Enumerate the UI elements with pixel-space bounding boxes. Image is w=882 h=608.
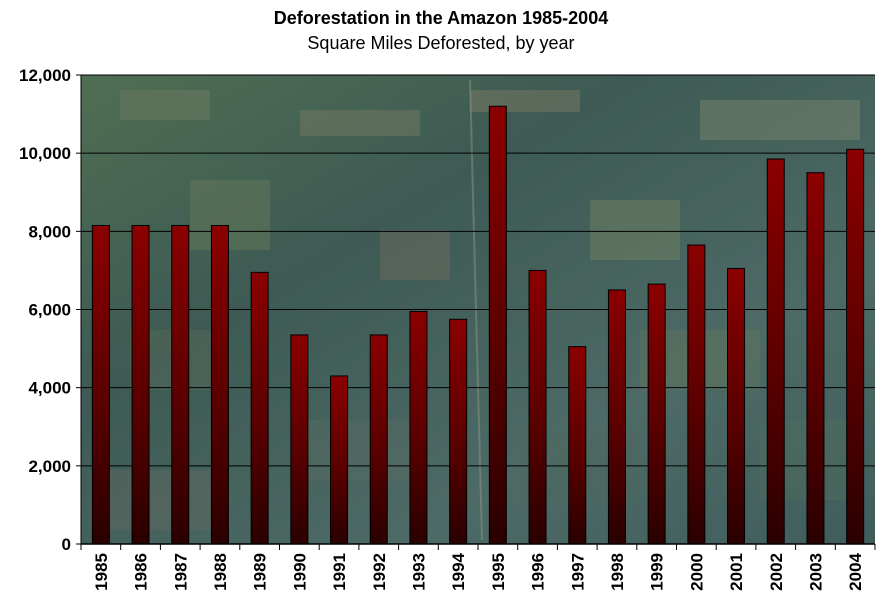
x-tick-label: 1993: [409, 553, 428, 591]
x-tick-label: 1987: [171, 553, 190, 591]
x-tick-label: 1997: [568, 553, 587, 591]
bar-1996: [528, 269, 547, 545]
bar-1990: [290, 334, 309, 545]
x-tick-label: 1996: [529, 553, 548, 591]
bar-1986: [131, 224, 150, 545]
x-tick-label: 1992: [370, 553, 389, 591]
x-tick-label: 2001: [727, 553, 746, 591]
y-tick-label: 6,000: [28, 301, 71, 320]
bar-2001: [727, 267, 746, 545]
bar-2003: [806, 172, 825, 545]
y-tick-label: 0: [62, 535, 71, 554]
y-tick-label: 2,000: [28, 457, 71, 476]
chart-title: Deforestation in the Amazon 1985-2004: [273, 8, 609, 28]
bar-1995: [488, 105, 507, 545]
bar-2000: [687, 244, 706, 545]
x-tick-label: 1986: [132, 553, 151, 591]
x-tick-label: 1998: [608, 553, 627, 591]
x-tick-label: 1988: [211, 553, 230, 591]
x-tick-label: 1990: [290, 553, 309, 591]
x-tick-label: 1989: [251, 553, 270, 591]
x-tick-label: 2004: [846, 552, 865, 590]
bar-2004: [846, 148, 865, 545]
bar-1989: [250, 271, 269, 545]
x-tick-label: 1999: [648, 553, 667, 591]
x-tick-label: 2003: [806, 553, 825, 591]
bar-1988: [210, 224, 229, 545]
y-tick-label: 8,000: [28, 222, 71, 241]
bar-1987: [171, 224, 190, 545]
x-tick-label: 1985: [92, 553, 111, 591]
bar-1993: [409, 310, 428, 545]
bar-1999: [647, 283, 666, 545]
bar-1992: [369, 334, 388, 545]
bar-1991: [330, 375, 349, 545]
x-tick-label: 1994: [449, 552, 468, 590]
y-tick-label: 12,000: [19, 66, 71, 85]
x-tick-label: 2002: [767, 553, 786, 591]
x-tick-label: 2000: [687, 553, 706, 591]
x-tick-label: 1995: [489, 553, 508, 591]
x-tick-label: 1991: [330, 553, 349, 591]
y-tick-label: 4,000: [28, 379, 71, 398]
bar-1998: [607, 289, 626, 545]
bar-2002: [766, 158, 785, 545]
bar-1994: [449, 318, 468, 545]
bar-1997: [568, 346, 587, 545]
bar-1985: [91, 224, 110, 545]
y-tick-label: 10,000: [19, 144, 71, 163]
chart-subtitle: Square Miles Deforested, by year: [307, 33, 575, 53]
